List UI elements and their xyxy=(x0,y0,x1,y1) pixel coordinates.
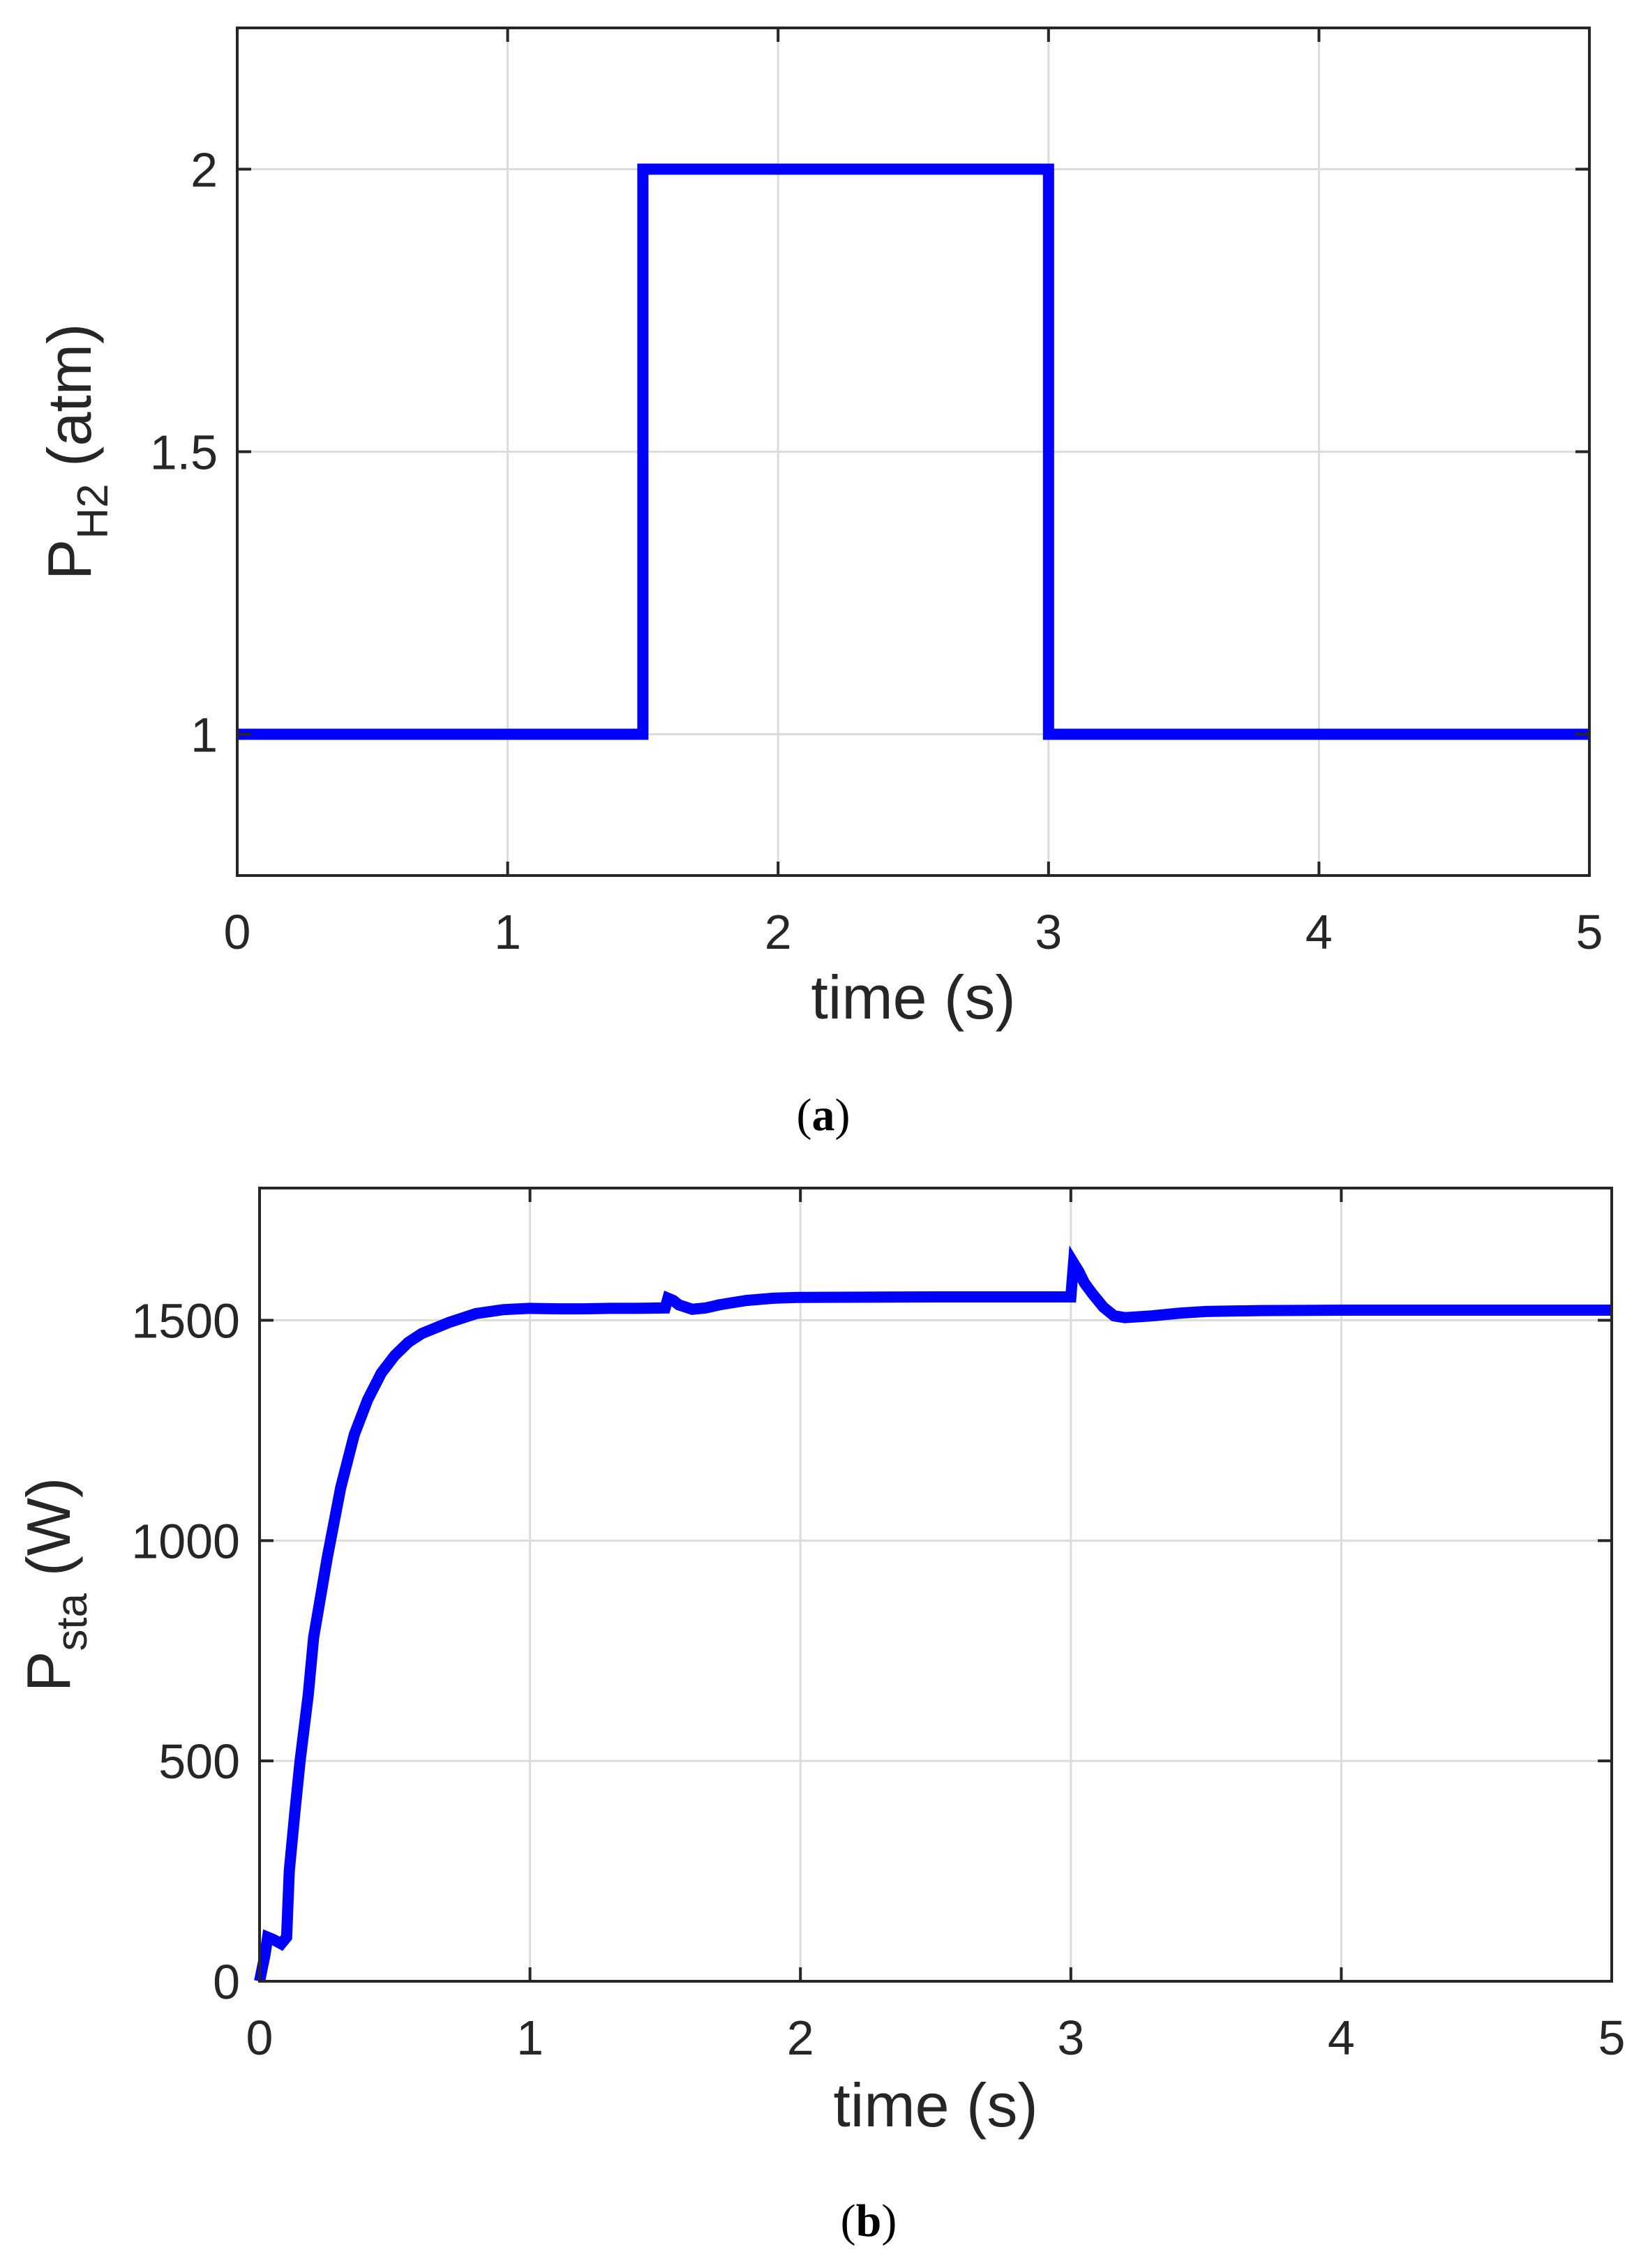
panel-b-x-tick-label: 1 xyxy=(516,2011,544,2065)
panel-b-caption-letter: b xyxy=(856,2195,882,2246)
panel-a-y-axis-label-main: P xyxy=(35,539,104,580)
panel-b-axes-box xyxy=(258,1187,1613,1983)
panel-b-y-tick-label: 1500 xyxy=(131,1294,240,1349)
panel-b-x-axis-label: time (s) xyxy=(833,2071,1038,2140)
panel-b-x-tick-label: 3 xyxy=(1057,2011,1084,2065)
panel-b-y-tick-label: 500 xyxy=(158,1734,240,1789)
panel-a-y-tick-label: 1 xyxy=(190,708,218,763)
panel-b-y-axis-label-subscript: sta xyxy=(48,1593,96,1651)
panel-a-y-axis-label-subscript: H2 xyxy=(69,483,117,539)
panel-a-x-tick-label: 3 xyxy=(1035,905,1062,959)
panel-b-y-axis-label-unit: (W) xyxy=(14,1478,83,1593)
panel-b-x-tick-label: 2 xyxy=(787,2011,814,2065)
panel-a-series-line xyxy=(237,163,1589,740)
panel-a-y-axis-label-unit: (atm) xyxy=(35,324,104,484)
panel-b-chart: 0 1 2 3 4 5 0 500 1000 1500 time (s) Psta (W) (b) xyxy=(14,1187,1626,2246)
panel-a-x-tick-label: 0 xyxy=(224,905,251,959)
panel-a-y-tick-label: 2 xyxy=(190,143,218,197)
panel-a-y-axis-label: PH2 (atm) xyxy=(35,324,117,580)
panel-a-x-axis-label: time (s) xyxy=(811,963,1015,1032)
panel-b-y-tick-label: 0 xyxy=(213,1955,240,2009)
panel-b-caption: (b) xyxy=(841,2195,897,2246)
panel-b-x-tick-label: 0 xyxy=(246,2011,274,2065)
panel-b-y-axis-label-main: P xyxy=(14,1651,83,1692)
panel-a-chart: 0 1 2 3 4 5 1 1.5 2 time (s) PH2 (atm) (a) xyxy=(35,27,1603,1141)
panel-a-caption-letter: a xyxy=(812,1090,835,1141)
panel-b-x-tick-label: 4 xyxy=(1328,2011,1355,2065)
panel-a-y-tick-label: 1.5 xyxy=(150,426,218,480)
panel-b-series-line xyxy=(254,1245,1612,1983)
panel-b-y-tick-label: 1000 xyxy=(131,1514,240,1568)
panel-b-y-axis-label: Psta (W) xyxy=(14,1478,96,1692)
panel-b-x-tick-label: 5 xyxy=(1598,2011,1626,2065)
panel-a-caption: (a) xyxy=(797,1090,851,1141)
panel-a-x-tick-label: 4 xyxy=(1305,905,1333,959)
panel-a-x-tick-label: 5 xyxy=(1576,905,1603,959)
panel-a-x-tick-label: 1 xyxy=(494,905,521,959)
panel-a-x-tick-label: 2 xyxy=(765,905,792,959)
